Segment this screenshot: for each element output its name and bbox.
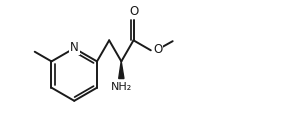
Text: NH₂: NH₂	[111, 82, 132, 92]
Text: O: O	[153, 43, 162, 56]
Text: O: O	[129, 5, 138, 18]
Polygon shape	[119, 61, 124, 79]
Text: N: N	[70, 41, 79, 54]
